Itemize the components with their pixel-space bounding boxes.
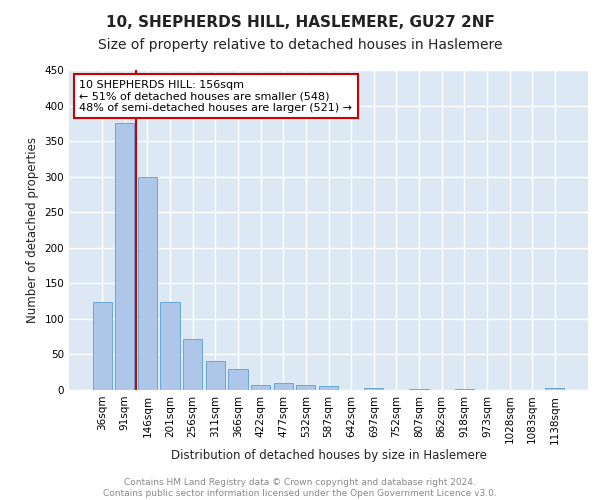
Bar	[229, 370, 248, 390]
Text: 10 SHEPHERDS HILL: 156sqm
← 51% of detached houses are smaller (548)
48% of semi: 10 SHEPHERDS HILL: 156sqm ← 51% of detac…	[79, 80, 352, 113]
Text: 10, SHEPHERDS HILL, HASLEMERE, GU27 2NF: 10, SHEPHERDS HILL, HASLEMERE, GU27 2NF	[106, 15, 494, 30]
Bar	[409, 388, 428, 390]
Bar	[319, 386, 338, 390]
Bar	[274, 383, 293, 390]
Bar	[160, 302, 180, 390]
Bar	[183, 339, 202, 390]
Bar	[138, 176, 157, 390]
Bar	[206, 361, 225, 390]
Bar	[251, 385, 270, 390]
Bar	[364, 388, 383, 390]
Bar	[92, 302, 112, 390]
Text: Size of property relative to detached houses in Haslemere: Size of property relative to detached ho…	[98, 38, 502, 52]
Y-axis label: Number of detached properties: Number of detached properties	[26, 137, 39, 323]
Bar	[545, 388, 565, 390]
Text: Contains HM Land Registry data © Crown copyright and database right 2024.
Contai: Contains HM Land Registry data © Crown c…	[103, 478, 497, 498]
Bar	[296, 385, 316, 390]
X-axis label: Distribution of detached houses by size in Haslemere: Distribution of detached houses by size …	[170, 449, 487, 462]
Bar	[115, 124, 134, 390]
